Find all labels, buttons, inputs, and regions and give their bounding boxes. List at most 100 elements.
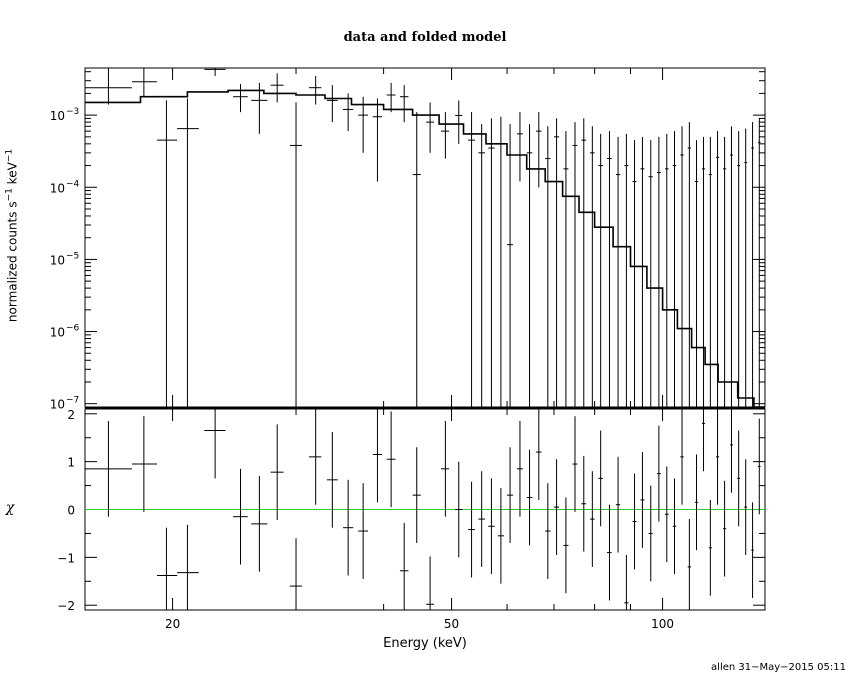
residual-point — [657, 425, 661, 522]
residual-point — [517, 420, 523, 517]
residual-point — [536, 409, 542, 500]
data-point — [687, 122, 692, 407]
data-point — [680, 126, 684, 407]
residual-point — [632, 473, 637, 570]
residual-point — [694, 454, 699, 551]
data-point — [386, 82, 396, 113]
residual-point — [723, 480, 727, 577]
data-point — [545, 126, 551, 407]
y-tick-exponent: −3 — [66, 107, 79, 117]
data-point — [251, 82, 268, 134]
residual-point — [468, 481, 475, 578]
residual-point — [648, 485, 653, 582]
data-point — [156, 100, 178, 407]
residual-point — [497, 487, 504, 584]
data-point — [204, 68, 226, 76]
data-point — [744, 128, 748, 407]
chi-tick-label: −2 — [57, 599, 75, 613]
residual-point — [131, 416, 157, 512]
residual-point — [664, 466, 669, 563]
residual-point — [615, 456, 621, 553]
data-point — [701, 136, 706, 407]
residual-point — [289, 538, 303, 610]
data-point — [131, 68, 157, 97]
residual-point — [640, 452, 645, 548]
x-axis-label: Energy (keV) — [383, 636, 467, 651]
footer-timestamp: allen 31−May−2015 05:11 — [711, 662, 846, 673]
residual-point — [308, 409, 322, 505]
data-point — [308, 75, 322, 105]
residual-point — [730, 409, 733, 493]
data-point — [441, 112, 450, 159]
data-point — [590, 126, 595, 407]
residual-point — [716, 409, 720, 505]
data-point — [455, 100, 463, 144]
residual-point — [342, 479, 354, 576]
x-tick-label: 50 — [444, 617, 459, 631]
data-point — [648, 140, 653, 407]
y-tick-exponent: −7 — [66, 396, 79, 406]
chi-tick-label: 2 — [67, 408, 75, 422]
residual-point — [672, 478, 677, 575]
residual-point — [488, 478, 495, 575]
data-point — [342, 93, 354, 132]
x-tick-label: 100 — [651, 617, 674, 631]
residual-point — [426, 556, 434, 610]
data-point — [358, 96, 368, 153]
data-point — [270, 73, 284, 103]
residual-point — [204, 409, 226, 479]
chi-tick-label: 0 — [67, 504, 75, 518]
residual-point — [701, 409, 706, 472]
residual-point — [526, 449, 533, 546]
model-curve — [85, 89, 765, 408]
data-point — [606, 131, 612, 407]
chi-tick-label: −1 — [57, 551, 75, 565]
data-point — [615, 136, 621, 407]
residual-point — [270, 424, 284, 521]
chi-axis-label: χ — [5, 500, 15, 516]
y-tick-label: 10 — [50, 326, 65, 340]
residual-point — [757, 418, 761, 515]
residual-point — [412, 447, 421, 543]
data-point — [563, 131, 569, 407]
data-point — [85, 68, 132, 105]
residual-point — [553, 459, 560, 555]
chart-title: data and folded model — [343, 30, 507, 45]
residual-point — [441, 420, 450, 517]
data-point — [553, 118, 560, 407]
data-point — [497, 116, 504, 407]
data-point — [536, 112, 542, 188]
residual-point — [455, 461, 463, 558]
residual-point — [598, 430, 603, 527]
data-point — [177, 98, 199, 407]
data-point — [326, 85, 338, 123]
data-point — [694, 140, 699, 407]
data-point — [730, 126, 733, 407]
residual-point — [478, 471, 485, 567]
residual-point — [572, 416, 578, 512]
residual-point — [251, 476, 268, 572]
data-point — [526, 124, 533, 407]
data-point — [640, 136, 645, 407]
data-point — [757, 118, 761, 407]
data-point — [372, 98, 383, 182]
data-point — [581, 118, 587, 407]
data-point — [657, 136, 661, 407]
data-point — [572, 122, 578, 407]
data-point — [664, 133, 669, 407]
residual-point — [545, 483, 551, 579]
residual-point — [590, 471, 595, 567]
y-tick-exponent: −5 — [66, 251, 79, 261]
y-tick-label: 10 — [50, 181, 65, 195]
data-point — [716, 131, 720, 407]
residual-point — [85, 420, 132, 517]
residual-point — [687, 519, 692, 610]
data-point — [412, 112, 421, 407]
residual-point — [751, 502, 754, 599]
data-point — [708, 136, 712, 407]
data-point — [233, 84, 248, 113]
residual-panel: 20 50 100 2 1 0 −1 −2 — [57, 408, 766, 631]
y-tick-label: 10 — [50, 109, 65, 123]
residual-point — [581, 455, 587, 552]
